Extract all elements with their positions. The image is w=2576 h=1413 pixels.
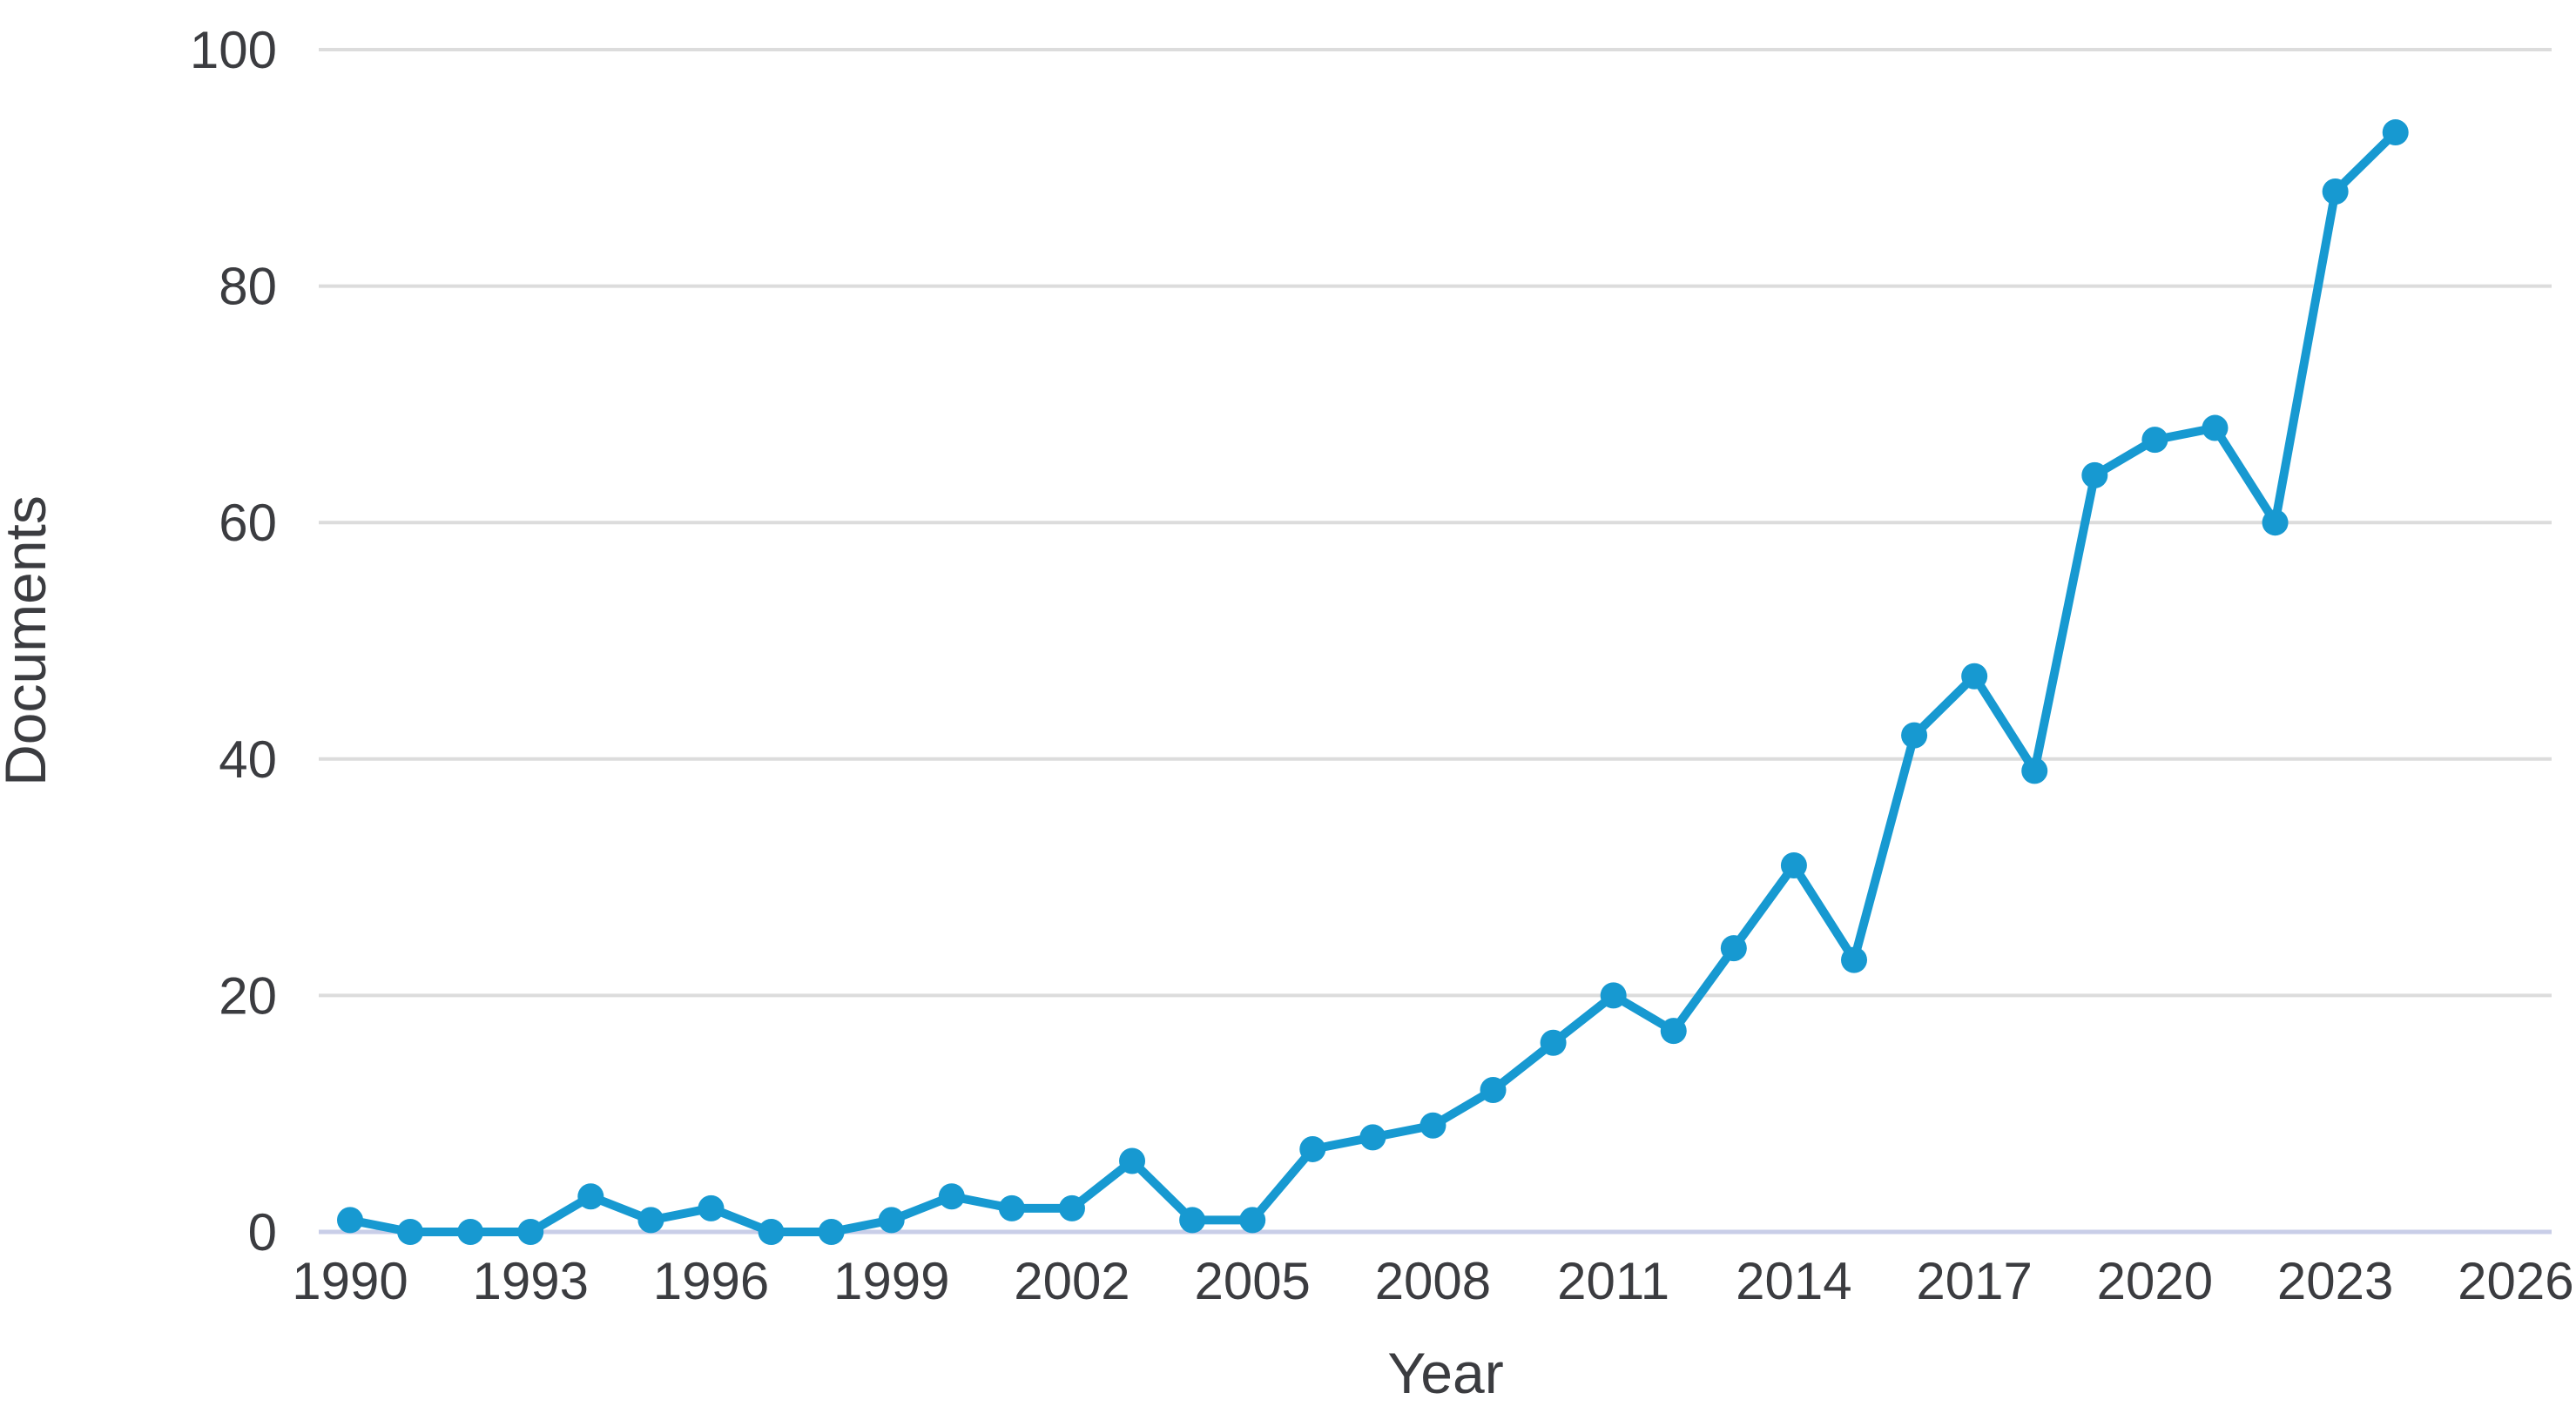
documents-line: [346, 128, 2400, 1236]
y-tick-label-40: 40: [219, 730, 277, 789]
data-point-2016: [1901, 722, 1928, 749]
x-tick-label-1996: 1996: [653, 1252, 769, 1310]
data-point-2013: [1720, 935, 1747, 962]
data-point-2023: [2322, 178, 2349, 205]
x-tick-label-2002: 2002: [1014, 1252, 1130, 1310]
data-point-1997: [758, 1219, 785, 1245]
data-point-2020: [2141, 427, 2168, 454]
data-point-1995: [637, 1207, 664, 1234]
data-point-2019: [2081, 461, 2108, 488]
y-tick-label-80: 80: [219, 258, 277, 316]
data-point-1993: [517, 1219, 544, 1245]
data-point-2012: [1660, 1018, 1687, 1045]
data-point-2001: [998, 1194, 1025, 1221]
data-point-1999: [878, 1207, 905, 1234]
data-point-1990: [337, 1207, 363, 1234]
y-axis-title: Documents: [0, 495, 57, 786]
data-point-2014: [1780, 852, 1807, 879]
y-axis-tick-labels: 0 20 40 60 80 100: [190, 21, 277, 1262]
data-point-2022: [2262, 509, 2289, 536]
y-tick-label-100: 100: [190, 21, 277, 79]
data-point-2005: [1239, 1207, 1266, 1234]
data-point-2004: [1179, 1207, 1206, 1234]
data-point-2002: [1058, 1194, 1085, 1221]
x-axis-title: Year: [1387, 1341, 1503, 1405]
gridlines: [319, 48, 2552, 1235]
data-point-2010: [1540, 1029, 1567, 1056]
y-tick-label-0: 0: [248, 1203, 277, 1262]
data-point-1998: [818, 1219, 845, 1245]
data-point-2011: [1600, 982, 1627, 1009]
x-tick-label-2014: 2014: [1736, 1252, 1851, 1310]
x-axis-tick-labels: 1990 1993 1996 1999 2002 2005 2008 2011 2014 2017…: [292, 1252, 2573, 1310]
x-tick-label-2017: 2017: [1916, 1252, 2032, 1310]
data-point-1994: [577, 1183, 604, 1210]
data-point-2017: [1961, 663, 1988, 690]
x-tick-label-2020: 2020: [2097, 1252, 2213, 1310]
data-point-1996: [698, 1194, 725, 1221]
data-point-2024: [2382, 119, 2409, 146]
x-tick-label-2023: 2023: [2277, 1252, 2393, 1310]
x-tick-label-1990: 1990: [292, 1252, 408, 1310]
data-point-1991: [397, 1219, 424, 1245]
data-point-2021: [2202, 414, 2229, 441]
x-tick-label-2026: 2026: [2458, 1252, 2573, 1310]
data-point-2015: [1841, 946, 1867, 973]
x-tick-label-2005: 2005: [1194, 1252, 1310, 1310]
data-point-2006: [1299, 1135, 1326, 1162]
x-tick-label-2011: 2011: [1557, 1252, 1669, 1310]
x-tick-label-1993: 1993: [472, 1252, 588, 1310]
x-tick-label-2008: 2008: [1375, 1252, 1491, 1310]
y-tick-label-60: 60: [219, 494, 277, 552]
y-tick-label-20: 20: [219, 966, 277, 1025]
x-tick-label-1999: 1999: [833, 1252, 949, 1310]
data-point-2009: [1480, 1077, 1507, 1104]
data-point-2000: [938, 1183, 965, 1210]
data-point-2007: [1359, 1124, 1386, 1151]
data-point-1992: [457, 1219, 484, 1245]
data-point-2003: [1119, 1147, 1146, 1174]
documents-series: [337, 119, 2409, 1245]
data-point-2018: [2021, 757, 2048, 784]
data-point-2008: [1419, 1112, 1446, 1139]
